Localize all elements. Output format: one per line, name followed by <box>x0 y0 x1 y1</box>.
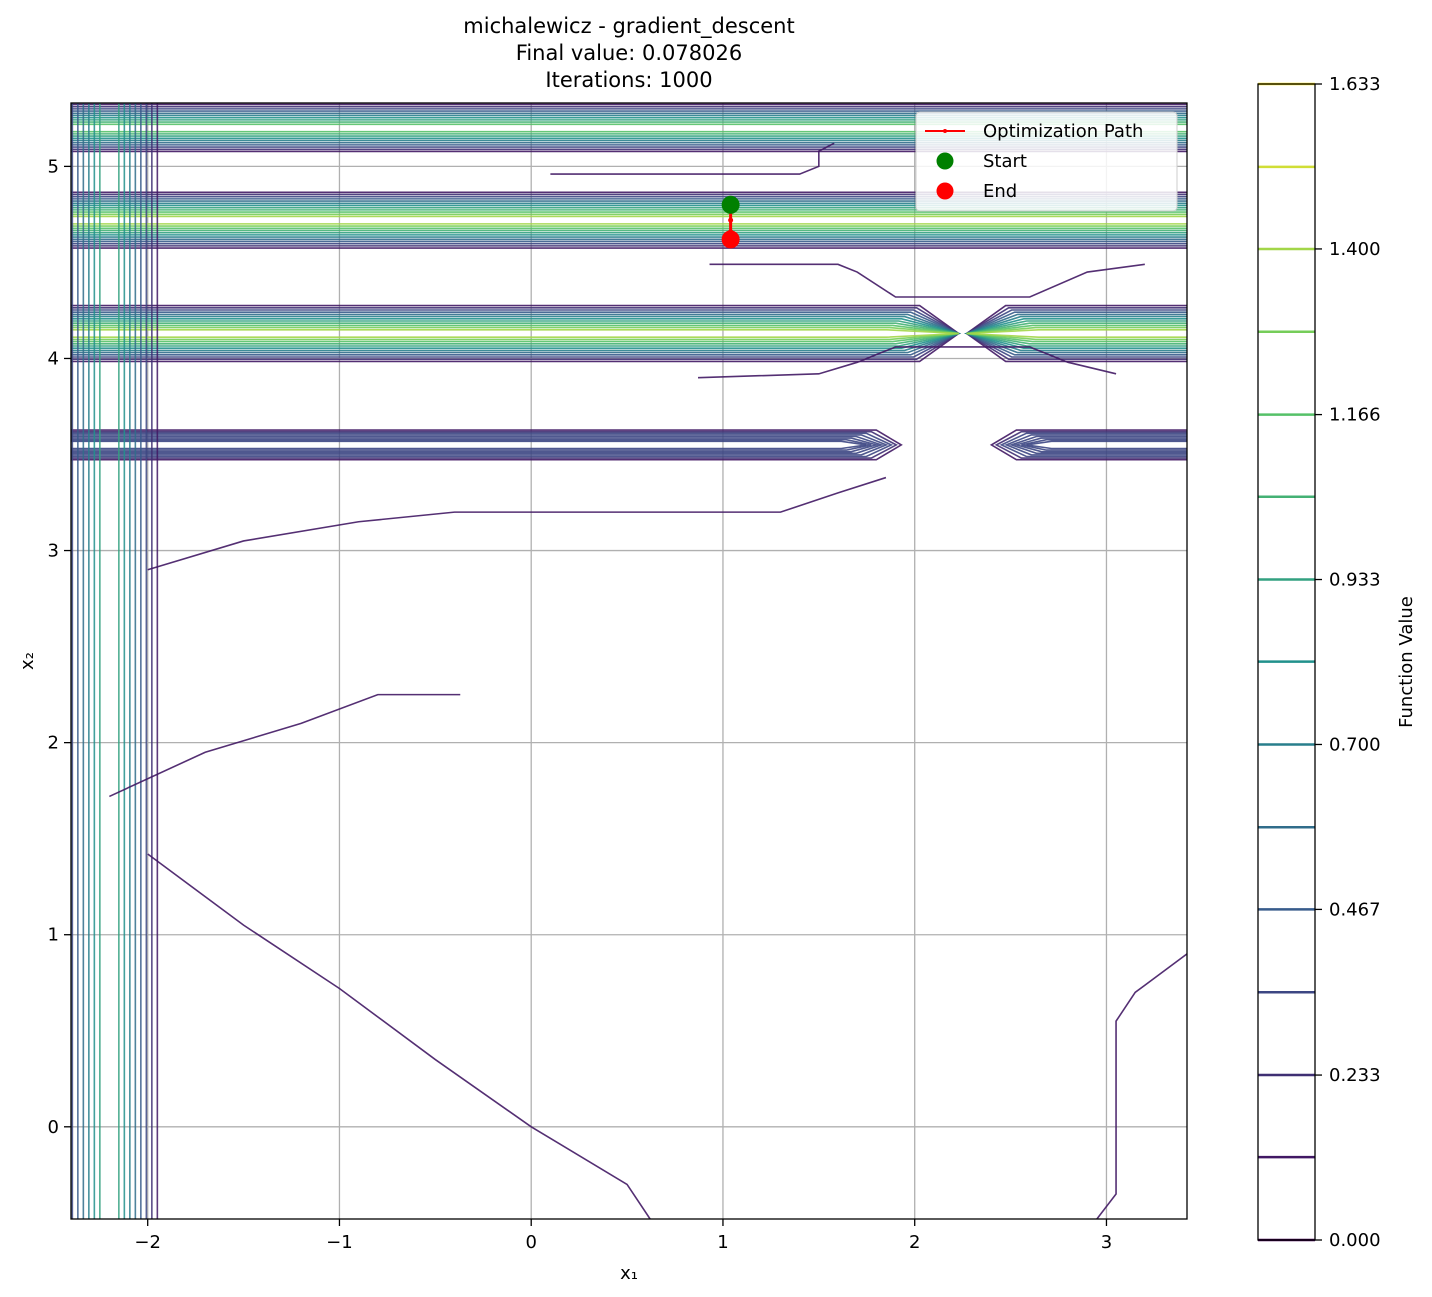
x-tick-label: 3 <box>1101 1232 1112 1253</box>
x-tick-label: −2 <box>134 1232 161 1253</box>
colorbar-tick-label: 1.166 <box>1329 405 1381 426</box>
x-axis-label: x₁ <box>620 1263 638 1284</box>
contour-line <box>1026 440 1187 450</box>
contour-line <box>550 142 835 175</box>
legend-label-start: Start <box>983 151 1027 172</box>
contour-line <box>147 476 887 571</box>
colorbar-tick-label: 0.700 <box>1329 734 1381 755</box>
colorbar-tick-label: 0.467 <box>1329 899 1381 920</box>
contour-line <box>71 438 872 451</box>
plot-frame <box>70 102 1188 1220</box>
y-tick-label: 4 <box>48 348 59 369</box>
contour-line <box>71 429 903 461</box>
colorbar-ticks: 0.000 0.233 0.467 0.700 0.933 1.166 1.400 1.633 <box>1315 74 1381 1251</box>
colorbar-tick-label: 0.933 <box>1329 570 1381 591</box>
colorbar: 0.000 0.233 0.467 0.700 0.933 1.166 1.400 1.633… <box>1257 74 1417 1251</box>
contour-line <box>71 430 899 459</box>
legend-start-marker <box>936 152 954 170</box>
legend: Optimization Path Start End <box>915 111 1178 212</box>
colorbar-tick-label: 1.400 <box>1329 239 1381 260</box>
contour-line <box>71 435 884 455</box>
legend-label-end: End <box>983 181 1017 202</box>
y-axis-ticks: 0 1 2 3 4 5 <box>48 156 71 1138</box>
legend-path-marker <box>943 129 947 133</box>
end-marker <box>721 230 740 249</box>
contour-line <box>71 103 148 1219</box>
contour-line <box>71 432 894 458</box>
plot-area <box>71 103 1187 1219</box>
colorbar-frame <box>1257 83 1316 1241</box>
colorbar-label: Function Value <box>1396 596 1417 728</box>
contour-line <box>994 430 1187 459</box>
start-marker <box>721 195 740 214</box>
contour-line <box>99 103 120 1219</box>
y-axis-label: x₂ <box>17 652 38 670</box>
contour-line <box>77 103 142 1219</box>
contour-line <box>698 346 1117 379</box>
x-tick-label: −1 <box>326 1232 353 1253</box>
x-tick-label: 2 <box>909 1232 920 1253</box>
contour-line <box>151 103 153 1219</box>
colorbar-tick-label: 1.633 <box>1329 74 1381 95</box>
contour-line <box>1004 434 1187 456</box>
contour-line <box>71 211 1187 230</box>
contour-line <box>71 437 880 453</box>
contour-line <box>147 853 651 1219</box>
contour-line <box>71 213 1187 227</box>
colorbar-tick-label: 0.000 <box>1329 1230 1381 1251</box>
contour-line <box>709 263 1145 298</box>
contour-line <box>109 693 461 798</box>
contour-line <box>1021 438 1187 451</box>
x-tick-label: 1 <box>717 1232 728 1253</box>
title-line-3: Iterations: 1000 <box>545 68 712 92</box>
legend-label-path: Optimization Path <box>983 121 1143 142</box>
title-line-1: michalewicz - gradient_descent <box>463 14 794 39</box>
contour-line <box>88 103 131 1219</box>
contour-line <box>1096 953 1187 1219</box>
optimization-path-layer <box>721 195 740 249</box>
contour-line <box>71 328 959 338</box>
contour-line <box>999 432 1187 458</box>
y-tick-label: 3 <box>48 541 59 562</box>
title-line-2: Final value: 0.078026 <box>516 41 742 65</box>
colorbar-tick-label: 0.233 <box>1329 1065 1381 1086</box>
contour-line <box>71 215 1187 225</box>
contour-line <box>93 103 126 1219</box>
y-tick-label: 5 <box>48 156 59 177</box>
y-tick-label: 2 <box>48 733 59 754</box>
legend-end-marker <box>936 182 954 200</box>
contour-line <box>71 440 867 450</box>
optimization-path-point <box>728 217 734 223</box>
x-tick-label: 0 <box>525 1232 536 1253</box>
y-tick-label: 0 <box>48 1117 59 1138</box>
chart-title: michalewicz - gradient_descent Final val… <box>463 14 794 92</box>
y-tick-label: 1 <box>48 925 59 946</box>
contour-line <box>71 434 889 456</box>
x-axis-ticks: −2 −1 0 1 2 3 <box>134 1219 1112 1253</box>
contour-line <box>1008 435 1187 455</box>
contour-line <box>989 429 1187 461</box>
legend-box <box>915 111 1178 212</box>
contour-line <box>156 103 159 1219</box>
contour-line <box>82 103 137 1219</box>
contour-line <box>1013 437 1187 453</box>
contour-line <box>966 328 1187 338</box>
